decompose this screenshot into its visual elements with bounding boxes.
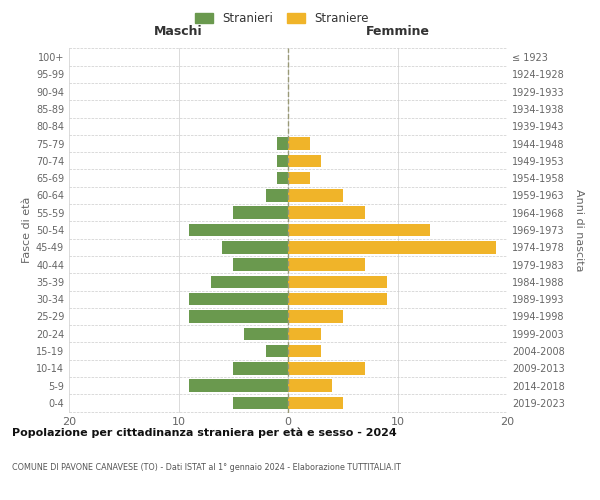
Bar bbox=[233, 397, 288, 409]
Y-axis label: Fasce di età: Fasce di età bbox=[22, 197, 32, 263]
Bar bbox=[190, 380, 288, 392]
Bar bbox=[288, 293, 386, 306]
Bar bbox=[266, 189, 288, 202]
Bar bbox=[277, 154, 288, 167]
Bar bbox=[288, 138, 310, 149]
Bar bbox=[288, 241, 496, 254]
Bar bbox=[288, 345, 321, 358]
Text: COMUNE DI PAVONE CANAVESE (TO) - Dati ISTAT al 1° gennaio 2024 - Elaborazione TU: COMUNE DI PAVONE CANAVESE (TO) - Dati IS… bbox=[12, 462, 401, 471]
Bar bbox=[288, 276, 386, 288]
Legend: Stranieri, Straniere: Stranieri, Straniere bbox=[191, 8, 373, 28]
Bar bbox=[233, 206, 288, 219]
Bar bbox=[277, 172, 288, 184]
Bar bbox=[190, 224, 288, 236]
Bar bbox=[244, 328, 288, 340]
Bar bbox=[288, 328, 321, 340]
Bar bbox=[288, 154, 321, 167]
Bar bbox=[277, 138, 288, 149]
Text: Maschi: Maschi bbox=[154, 25, 203, 38]
Bar bbox=[288, 380, 332, 392]
Text: Popolazione per cittadinanza straniera per età e sesso - 2024: Popolazione per cittadinanza straniera p… bbox=[12, 428, 397, 438]
Bar bbox=[233, 258, 288, 271]
Y-axis label: Anni di nascita: Anni di nascita bbox=[574, 188, 584, 271]
Bar bbox=[222, 241, 288, 254]
Bar bbox=[288, 206, 365, 219]
Bar bbox=[288, 172, 310, 184]
Text: Femmine: Femmine bbox=[365, 25, 430, 38]
Bar bbox=[288, 310, 343, 322]
Bar bbox=[233, 362, 288, 374]
Bar bbox=[211, 276, 288, 288]
Bar bbox=[288, 224, 430, 236]
Bar bbox=[190, 310, 288, 322]
Bar bbox=[288, 189, 343, 202]
Bar bbox=[288, 362, 365, 374]
Bar bbox=[288, 258, 365, 271]
Bar bbox=[266, 345, 288, 358]
Bar bbox=[190, 293, 288, 306]
Bar bbox=[288, 397, 343, 409]
